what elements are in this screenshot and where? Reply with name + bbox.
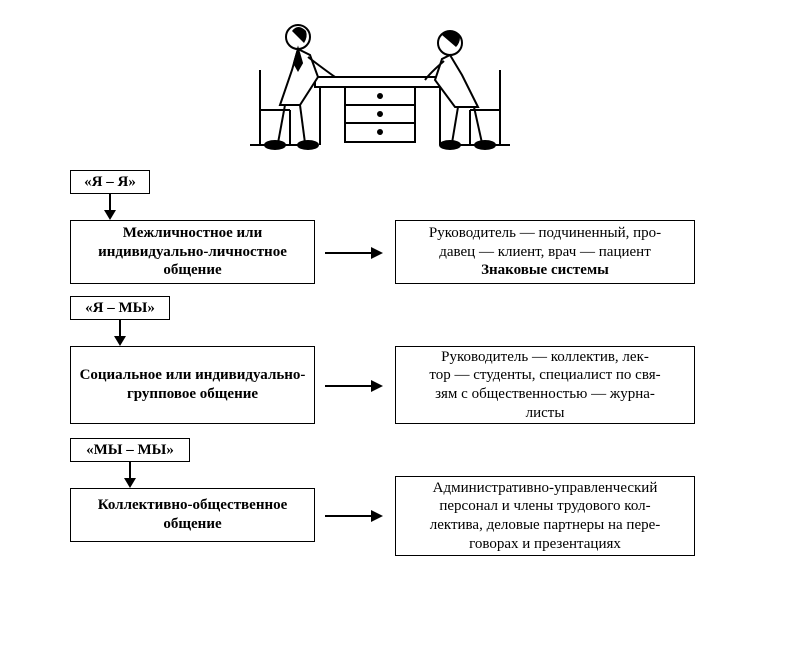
r1-line2: давец — клиент, врач — пациент — [439, 243, 651, 262]
arrow-down-1 — [100, 194, 120, 220]
r3-line4: говорах и презентациях — [469, 535, 621, 554]
arrow-right-3 — [325, 506, 385, 526]
r3-line1: Административно-управленческий — [433, 479, 658, 498]
label-ya-ya: «Я – Я» — [70, 170, 150, 194]
r3-line2: персонал и члены трудового кол- — [439, 497, 650, 516]
label-text: «Я – Я» — [84, 173, 136, 192]
label-text: «Я – МЫ» — [85, 299, 155, 318]
conversation-illustration — [230, 15, 530, 185]
r2-line1: Руководитель — коллектив, лек- — [441, 348, 649, 367]
arrow-right-1 — [325, 243, 385, 263]
r1-line3: Знаковые системы — [481, 261, 609, 280]
r2-line3: зям с общественностью — журна- — [435, 385, 655, 404]
left-box-text: Коллективно-общественное общение — [79, 496, 306, 534]
label-my-my: «МЫ – МЫ» — [70, 438, 190, 462]
box-examples-3: Административно-управленческий персонал … — [395, 476, 695, 556]
r2-line4: листы — [526, 404, 565, 423]
box-interpersonal: Межличностное или индивидуально-личностн… — [70, 220, 315, 284]
arrow-right-2 — [325, 376, 385, 396]
box-examples-1: Руководитель — подчиненный, про- давец —… — [395, 220, 695, 284]
r1-line1: Руководитель — подчиненный, про- — [429, 224, 661, 243]
box-examples-2: Руководитель — коллектив, лек- тор — сту… — [395, 346, 695, 424]
box-collective: Коллективно-общественное общение — [70, 488, 315, 542]
r3-line3: лектива, деловые партнеры на пере- — [430, 516, 661, 535]
label-ya-my: «Я – МЫ» — [70, 296, 170, 320]
arrow-down-2 — [110, 320, 130, 346]
left-box-text: Социальное или индивиду­ально-групповое … — [79, 366, 306, 404]
left-box-text: Межличностное или индивидуально-личностн… — [79, 224, 306, 280]
r2-line2: тор — студенты, специалист по свя- — [429, 366, 660, 385]
label-text: «МЫ – МЫ» — [86, 441, 174, 460]
arrow-down-3 — [120, 462, 140, 488]
box-social: Социальное или индивиду­ально-групповое … — [70, 346, 315, 424]
